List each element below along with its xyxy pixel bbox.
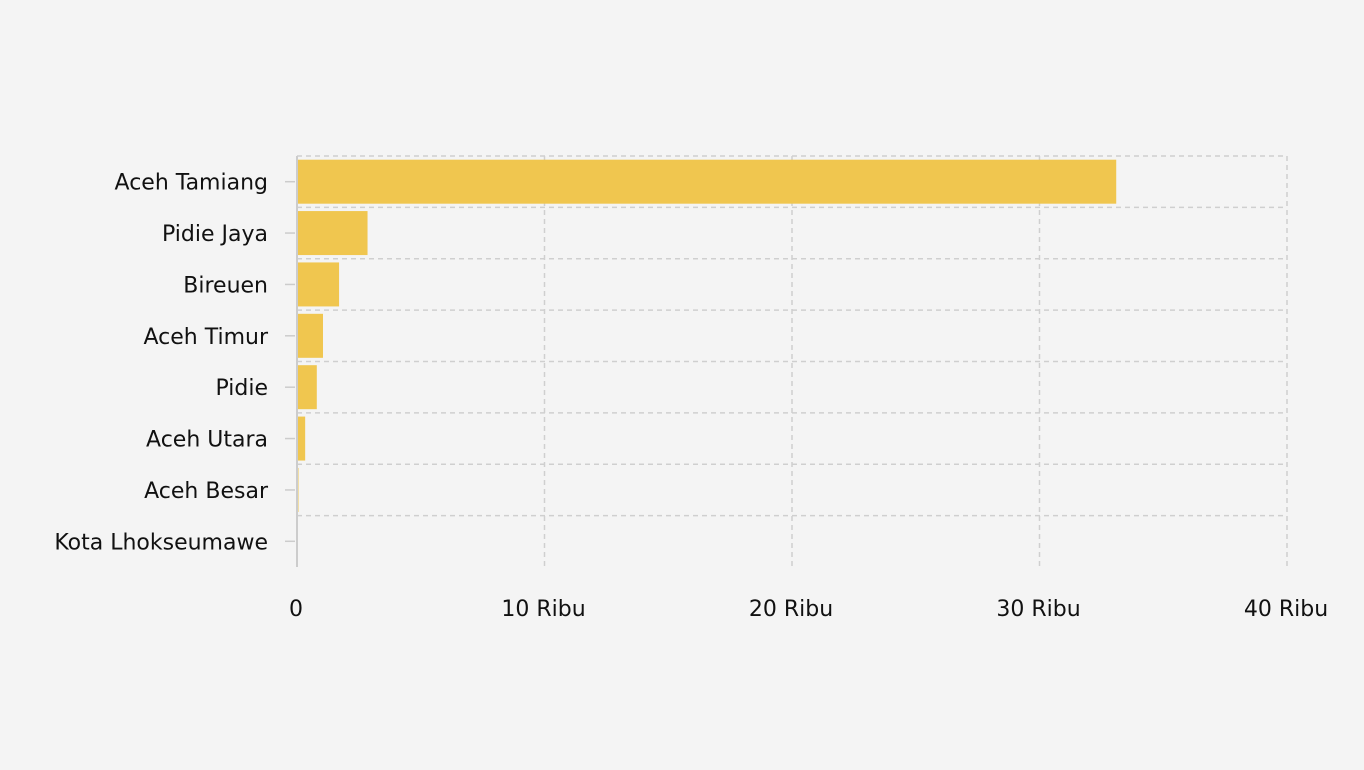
category-label: Pidie: [215, 376, 268, 401]
category-label: Bireuen: [183, 273, 268, 298]
bar[interactable]: [297, 211, 368, 256]
x-tick-label: 10 Ribu: [501, 597, 585, 622]
x-tick-labels: 0 10 Ribu 20 Ribu 30 Ribu 40 Ribu: [289, 597, 1328, 622]
bar[interactable]: [297, 262, 340, 307]
category-label: Aceh Besar: [144, 479, 269, 504]
bar[interactable]: [297, 313, 323, 358]
category-label: Aceh Timur: [143, 325, 268, 350]
grid-lines: [297, 155, 1288, 567]
category-label: Kota Lhokseumawe: [54, 530, 268, 555]
category-label: Pidie Jaya: [162, 222, 268, 247]
x-tick-label: 20 Ribu: [749, 597, 833, 622]
x-tick-label: 30 Ribu: [996, 597, 1080, 622]
category-label: Aceh Tamiang: [115, 171, 268, 196]
x-tick-label: 40 Ribu: [1244, 597, 1328, 622]
category-label: Aceh Utara: [146, 428, 268, 453]
x-tick-label: 0: [289, 597, 303, 622]
category-labels: Aceh Tamiang Pidie Jaya Bireuen Aceh Timur P…: [54, 171, 269, 556]
axes: [285, 156, 298, 567]
bar[interactable]: [297, 416, 306, 461]
bars: [297, 159, 1117, 512]
bar[interactable]: [297, 365, 317, 410]
bar[interactable]: [297, 159, 1117, 204]
